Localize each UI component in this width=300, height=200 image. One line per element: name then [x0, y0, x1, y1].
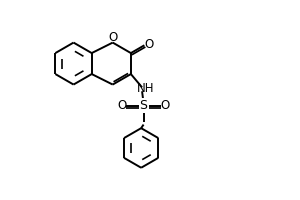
Text: O: O [144, 38, 153, 51]
Text: NH: NH [137, 82, 155, 95]
Text: O: O [108, 31, 117, 44]
Text: S: S [140, 99, 148, 112]
Text: O: O [118, 99, 127, 112]
Text: O: O [160, 99, 170, 112]
